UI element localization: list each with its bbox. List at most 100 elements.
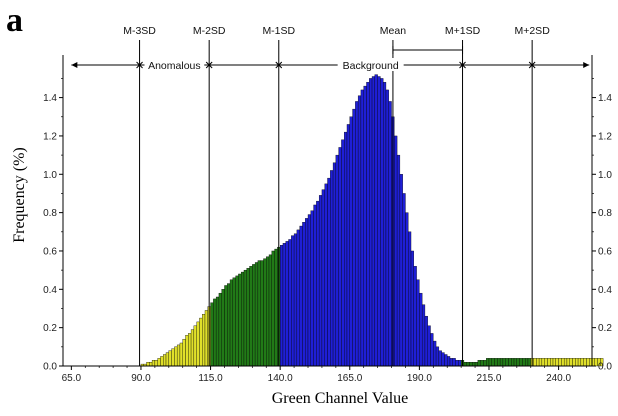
histogram-bar: [221, 289, 225, 367]
bars-layer: [140, 74, 604, 367]
histogram-bar: [405, 212, 409, 367]
histogram-bar: [241, 271, 245, 367]
histogram-bar: [544, 358, 548, 367]
region-label-bg: [144, 58, 205, 71]
histogram-bar: [179, 342, 183, 367]
histogram-bar: [176, 344, 181, 367]
histogram-bar: [335, 154, 339, 367]
histogram-bar: [227, 283, 231, 367]
histogram-bar: [435, 346, 440, 367]
sd-line-label: M-3SD: [123, 25, 156, 37]
histogram-bar: [305, 218, 309, 367]
histogram-bar: [260, 260, 264, 367]
sd-line-label: M-1SD: [262, 25, 295, 37]
histogram-bar: [196, 321, 200, 367]
y-tick-label-right: 0.0: [598, 362, 612, 373]
histogram-bar: [502, 358, 506, 367]
sd-line-label: M-2SD: [193, 25, 226, 37]
y-tick-label-left: 0.6: [43, 246, 57, 257]
region-label: Background: [343, 60, 399, 72]
histogram-bar: [441, 352, 445, 367]
histogram-bar: [204, 310, 208, 367]
sd-cross-marker: [459, 61, 466, 69]
sd-lines-layer: M-3SD M-2SD M-1SD Mean M+1SD M+2SD Anomalous Ba…: [71, 25, 590, 366]
histogram-bar: [218, 292, 222, 367]
histogram-bar: [561, 358, 565, 367]
sd-cross-marker: [136, 61, 143, 69]
histogram-bar: [374, 74, 378, 367]
histogram-bar: [550, 358, 554, 367]
region-arrow-right: [583, 62, 590, 68]
histogram-bar: [577, 358, 582, 367]
histogram-bar: [483, 360, 487, 367]
y-tick-label-right: 0.4: [598, 285, 612, 296]
histogram-bar: [313, 204, 317, 367]
histogram-bar: [215, 296, 220, 367]
histogram-bar: [282, 243, 286, 367]
histogram-bar: [480, 360, 484, 367]
histogram-bar: [380, 78, 384, 367]
histogram-bar: [569, 358, 573, 367]
histogram-bar: [413, 266, 417, 367]
histogram-bar: [293, 233, 298, 367]
histogram-bar: [494, 358, 498, 367]
x-tick-label: 90.0: [131, 373, 151, 384]
histogram-bar: [427, 325, 431, 367]
histogram-bar: [452, 358, 456, 367]
histogram-bar: [477, 360, 481, 367]
histogram-bar: [165, 352, 169, 367]
histogram-bar: [193, 325, 197, 367]
histogram-bar: [279, 245, 284, 367]
histogram-bar: [349, 116, 353, 367]
y-tick-label-left: 1.0: [43, 170, 57, 181]
y-tick-label-left: 0.2: [43, 323, 57, 334]
histogram-bar: [525, 358, 529, 367]
histogram-bar: [438, 350, 442, 367]
x-tick-label: 215.0: [476, 373, 501, 384]
histogram-bar: [458, 360, 462, 367]
histogram-bar: [229, 279, 234, 367]
histogram-bar: [310, 210, 314, 367]
histogram-bar: [583, 358, 587, 367]
histogram-bar: [330, 170, 334, 367]
histogram-bar: [344, 131, 348, 367]
histogram-bar: [516, 358, 520, 367]
sd-line-label: M+1SD: [445, 25, 481, 37]
histogram-bar: [327, 177, 331, 367]
y-tick-label-left: 0.4: [43, 285, 57, 296]
histogram-bar: [224, 285, 228, 367]
histogram-bar: [536, 358, 540, 367]
histogram-bar: [410, 250, 414, 367]
histogram-bar: [527, 358, 531, 367]
histogram-bar: [291, 235, 295, 367]
histogram-bar: [522, 358, 526, 367]
histogram-bar: [419, 292, 423, 367]
panel-letter: a: [6, 2, 23, 39]
histogram-bar: [575, 358, 579, 367]
region-label: Anomalous: [148, 60, 201, 72]
histogram-bar: [433, 340, 437, 367]
histogram-bar: [491, 358, 495, 367]
x-tick-label: 190.0: [407, 373, 432, 384]
histogram-bar: [408, 231, 412, 367]
histogram-bar: [566, 358, 570, 367]
histogram-bar: [455, 360, 459, 367]
histogram-bar: [332, 162, 337, 367]
x-tick-label: 140.0: [268, 373, 293, 384]
histogram-bar: [572, 358, 576, 367]
histogram-bar: [366, 82, 370, 367]
histogram-bar: [338, 147, 342, 367]
histogram-bar: [163, 354, 167, 367]
histogram-bar: [469, 361, 473, 367]
histogram-bar: [157, 358, 161, 367]
histogram-bar: [185, 335, 189, 367]
histogram-bar: [472, 361, 476, 367]
histogram-bar: [174, 346, 178, 367]
histogram-bar: [202, 314, 206, 367]
histogram-bar: [424, 315, 428, 367]
histogram-bar: [519, 358, 523, 367]
histogram-bar: [357, 95, 362, 367]
histogram-bar: [600, 358, 604, 367]
histogram-bar: [307, 214, 311, 367]
